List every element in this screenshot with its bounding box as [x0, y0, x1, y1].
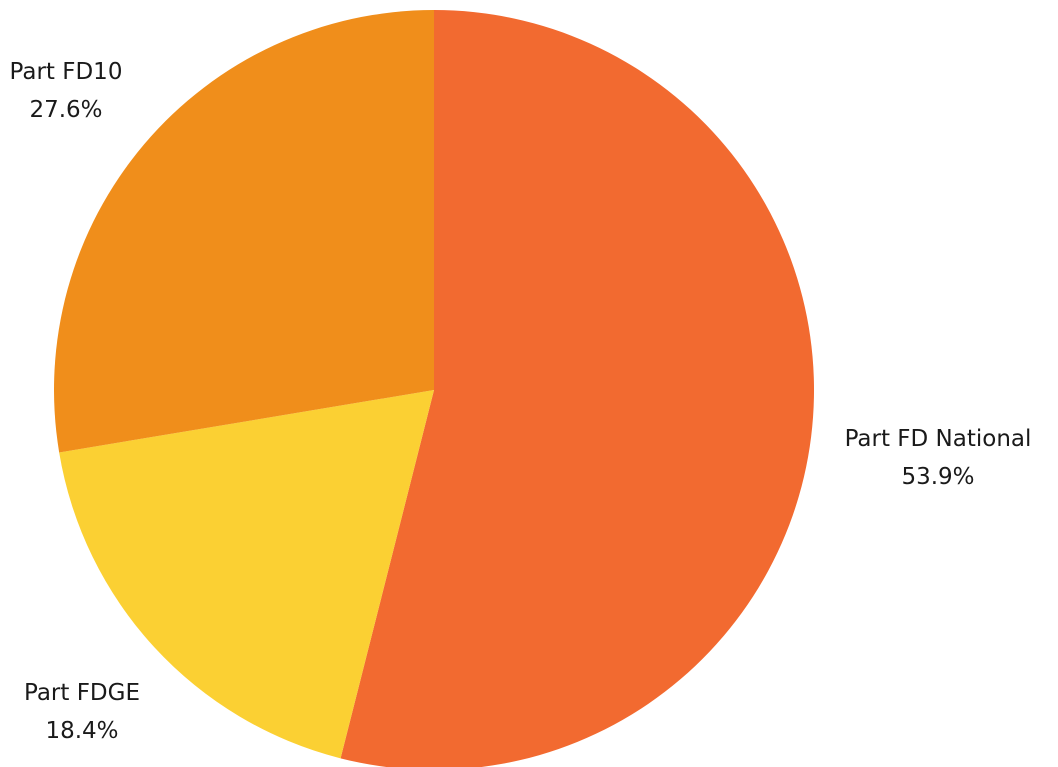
pie-labels: Part FD National 53.9% Part FDGE 18.4% Part … [10, 59, 1032, 744]
slice-percent-label: 53.9% [901, 464, 974, 490]
slice-name-label: Part FDGE [24, 680, 140, 706]
slice-name-label: Part FD National [845, 426, 1032, 452]
pie-slice-part-fdge [59, 390, 435, 759]
slice-percent-label: 18.4% [45, 718, 118, 744]
slice-name-label: Part FD10 [10, 59, 123, 85]
pie-slices [54, 10, 815, 767]
slice-percent-label: 27.6% [29, 97, 102, 123]
pie-slice-part-fd10 [54, 10, 435, 453]
pie-slice-part-fd-national [340, 10, 815, 767]
